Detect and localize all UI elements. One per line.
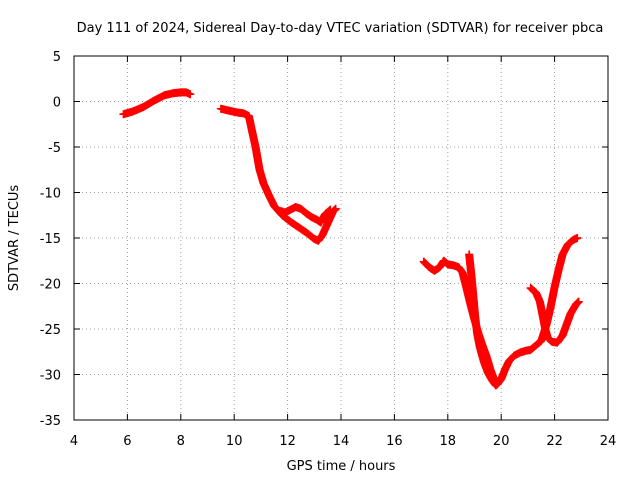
- y-tick-label: -5: [48, 141, 61, 156]
- y-tick-label: 5: [53, 50, 61, 65]
- y-axis-label: SDTVAR / TECUs: [7, 185, 22, 292]
- x-tick-label: 24: [600, 434, 617, 449]
- y-tick-label: -25: [40, 323, 61, 338]
- grid-lines: [74, 56, 608, 420]
- data-point: [326, 205, 335, 214]
- data-point: [331, 204, 340, 213]
- data-point: [186, 90, 195, 99]
- data-point: [324, 207, 333, 216]
- y-tick-label: -35: [40, 414, 61, 429]
- x-tick-label: 4: [70, 434, 78, 449]
- chart-title: Day 111 of 2024, Sidereal Day-to-day VTE…: [77, 21, 604, 36]
- x-axis-label: GPS time / hours: [287, 459, 396, 474]
- y-tick-label: -20: [40, 278, 61, 293]
- y-tick-label: 0: [53, 96, 61, 111]
- x-tick-label: 10: [226, 434, 243, 449]
- y-tick-labels: 5 0 -5 -10 -15 -20 -25 -30 -35: [40, 50, 61, 429]
- y-tick-label: -10: [40, 187, 61, 202]
- y-tick-label: -30: [40, 369, 61, 384]
- x-tick-label: 16: [386, 434, 403, 449]
- x-tick-label: 14: [333, 434, 350, 449]
- series-segment-3: [275, 203, 335, 227]
- data-point: [573, 234, 582, 242]
- x-tick-label: 18: [440, 434, 457, 449]
- x-tick-labels: 4 6 8 10 12 14 16 18 20 22 24: [70, 434, 616, 449]
- x-tick-label: 6: [123, 434, 131, 449]
- y-tick-label: -15: [40, 232, 61, 247]
- series-segment-1: [119, 88, 195, 119]
- x-tick-label: 12: [279, 434, 296, 449]
- series-segment-5: [465, 250, 500, 390]
- data-point: [325, 206, 334, 215]
- data-points: [119, 88, 583, 390]
- series-segment-6: [526, 284, 583, 347]
- axis-ticks: [73, 55, 609, 421]
- x-tick-label: 8: [177, 434, 185, 449]
- data-point: [491, 381, 500, 390]
- x-tick-label: 20: [493, 434, 510, 449]
- data-point: [574, 297, 583, 306]
- x-tick-label: 22: [546, 434, 563, 449]
- series-segment-4: [419, 234, 582, 389]
